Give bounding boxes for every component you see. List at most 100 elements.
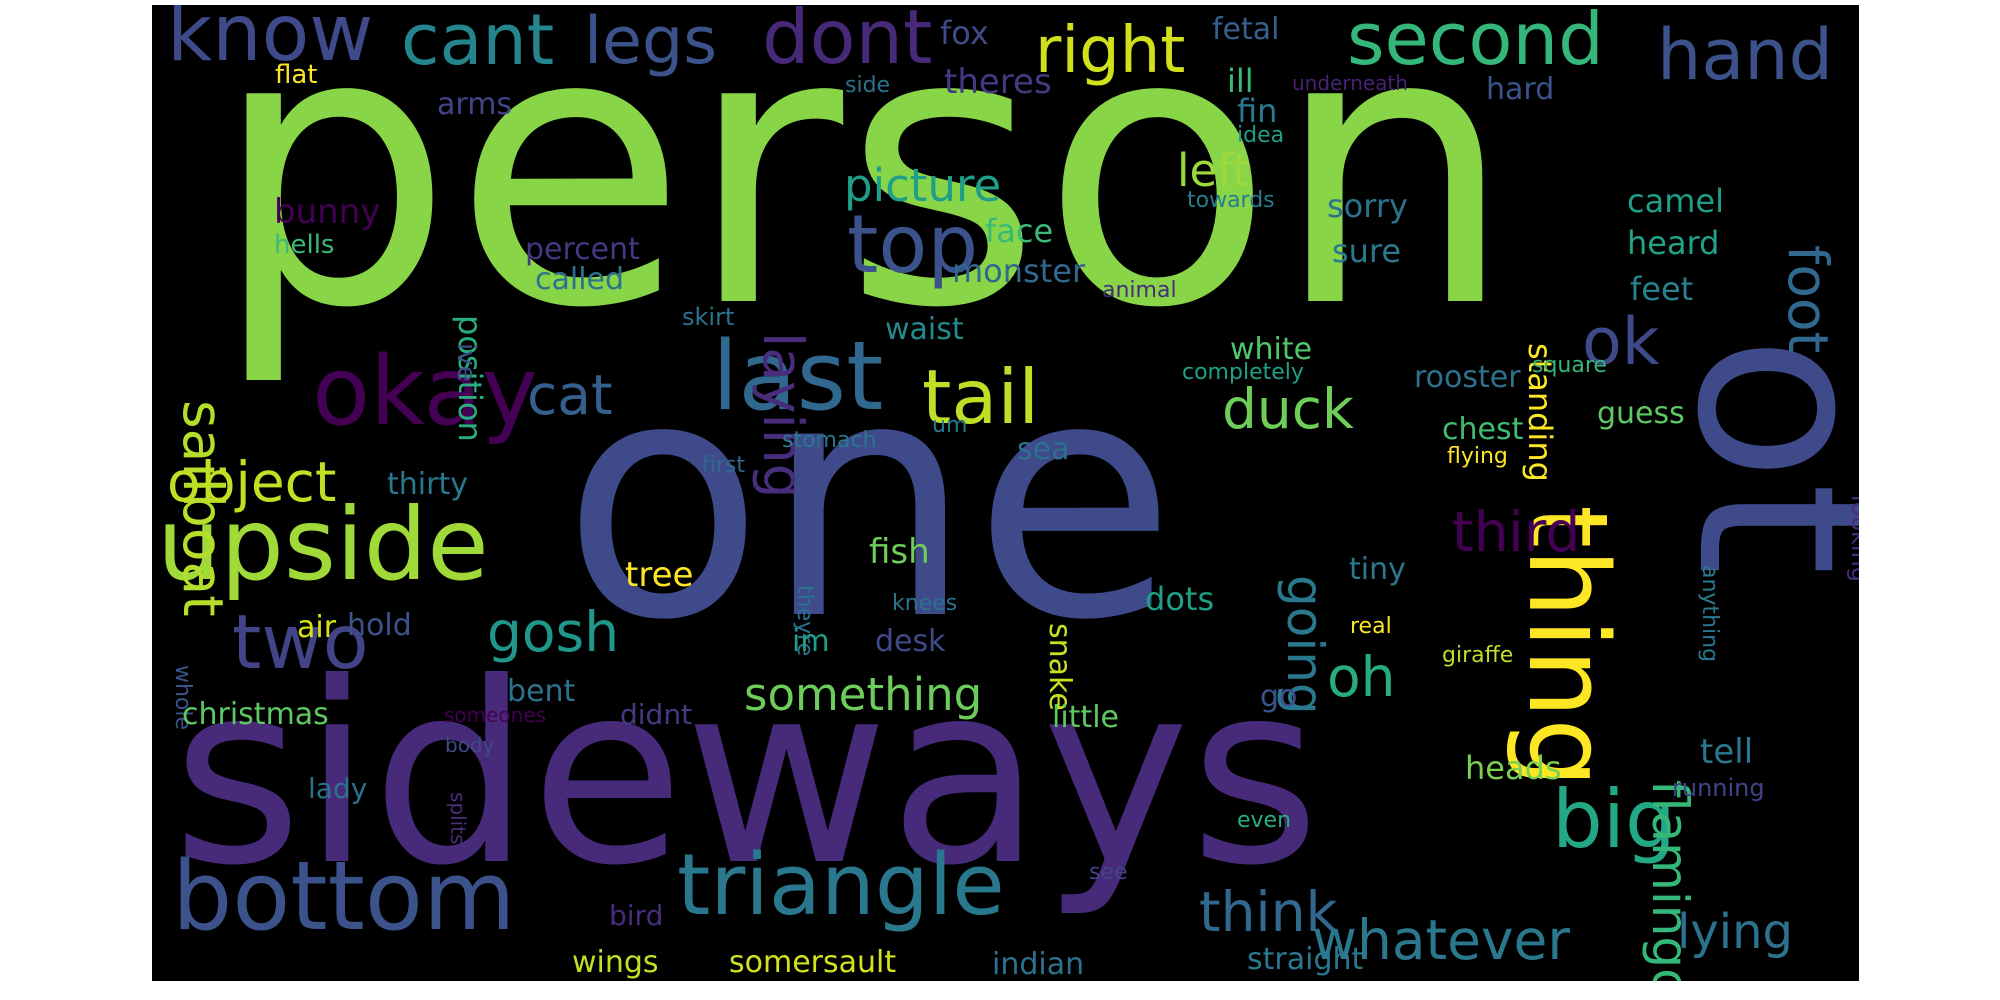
word-fetal: fetal [1212,12,1280,47]
word-cat: cat [527,363,613,427]
word-okay: okay [312,337,538,447]
word-upside: upside [157,486,489,603]
word-christmas: christmas [182,697,329,732]
word-rooster: rooster [1414,360,1521,395]
word-underneath: underneath [1292,71,1408,95]
word-whatever: whatever [1312,908,1570,972]
word-giraffe: giraffe [1442,643,1514,668]
word-thirty: thirty [387,467,468,502]
word-running: running [1672,774,1765,802]
word-somersault: somersault [729,945,897,980]
word-desk: desk [875,624,946,659]
word-waist: waist [885,312,964,347]
word-sure: sure [1332,232,1402,270]
word-gosh: gosh [487,600,620,664]
word-tail: tail [922,353,1040,441]
word-duck: duck [1222,377,1354,441]
word-one: one [562,308,1177,692]
word-monster: monster [952,252,1086,290]
word-hand: hand [1657,14,1834,96]
word-dont: dont [762,5,933,81]
word-little: little [1052,700,1119,735]
word-someones: someones [444,703,547,727]
word-knees: knees [892,591,958,616]
word-first: first [702,453,745,478]
word-body: body [445,733,495,757]
word-big: big [1552,773,1676,866]
word-anything: anything [1697,565,1723,663]
word-object: object [167,450,337,514]
word-side: side [845,73,891,98]
word-cloud: person one sideways ot thing upside bottom tria… [152,5,1859,981]
word-fin: fin [1237,92,1278,130]
word-two: two [232,598,369,686]
word-sea: sea [1017,432,1070,467]
word-bent: bent [507,674,576,709]
word-fox: fox [940,14,989,52]
word-tell: tell [1700,732,1754,772]
word-im: im [792,624,830,659]
word-sorry: sorry [1327,187,1408,225]
word-straight: straight [1247,942,1364,977]
word-see: see [1089,860,1128,885]
word-cant: cant [401,5,555,81]
word-bird: bird [609,899,664,932]
word-flat: flat [275,60,318,90]
word-go: go [1260,679,1298,714]
word-indian: indian [992,947,1085,981]
word-think: think [1199,880,1338,944]
word-lying: lying [1677,904,1793,960]
word-looking: looking [1846,495,1859,583]
word-snake: snake [1041,623,1077,711]
word-hells: hells [274,230,335,260]
word-towards: towards [1187,188,1275,213]
word-real: real [1350,614,1392,639]
word-fish: fish [869,532,930,572]
word-chest: chest [1442,412,1524,447]
word-heard: heard [1627,224,1720,262]
word-hard: hard [1486,72,1555,107]
word-hold: hold [347,608,412,643]
word-bottom: bottom [172,842,516,952]
word-splits: splits [446,792,470,845]
word-triangle: triangle [677,836,1005,935]
word-even: even [1237,808,1292,833]
word-oh: oh [1327,645,1396,709]
word-last: last [712,322,884,432]
word-ok: ok [1582,305,1660,380]
word-percent: percent [525,232,640,267]
word-air: air [297,610,337,645]
word-tree: tree [625,555,694,595]
word-skirt: skirt [682,303,735,331]
word-tiny: tiny [1349,552,1406,587]
word-face: face [985,212,1054,250]
word-second: second [1347,5,1604,81]
word-top: top [847,198,979,291]
word-third: third [1452,500,1581,564]
word-white: white [1230,332,1313,367]
word-foot: foot [1775,245,1840,354]
word-know: know [167,5,374,79]
word-idea: idea [1237,123,1285,148]
word-lady: lady [308,772,368,805]
word-called: called [535,262,625,297]
word-flying: flying [1447,444,1508,469]
word-animal: animal [1102,278,1177,303]
word-square: square [1532,353,1607,378]
word-theres: theres [944,62,1052,102]
word-left: left [1177,144,1250,197]
word-ot: ot [1644,335,1859,576]
word-ive: ive [451,343,482,382]
word-right: right [1035,14,1186,88]
word-sideways: sideways [172,629,1321,920]
word-laying: laying [750,332,815,499]
word-arms: arms [437,87,513,122]
word-dots: dots [1145,580,1215,618]
word-legs: legs [584,5,718,79]
word-ill: ill [1227,62,1254,100]
word-heads: heads [1465,749,1562,787]
word-something: something [744,668,983,721]
word-person: person [212,5,1515,391]
word-bunny: bunny [274,192,381,232]
word-picture: picture [844,159,1002,212]
